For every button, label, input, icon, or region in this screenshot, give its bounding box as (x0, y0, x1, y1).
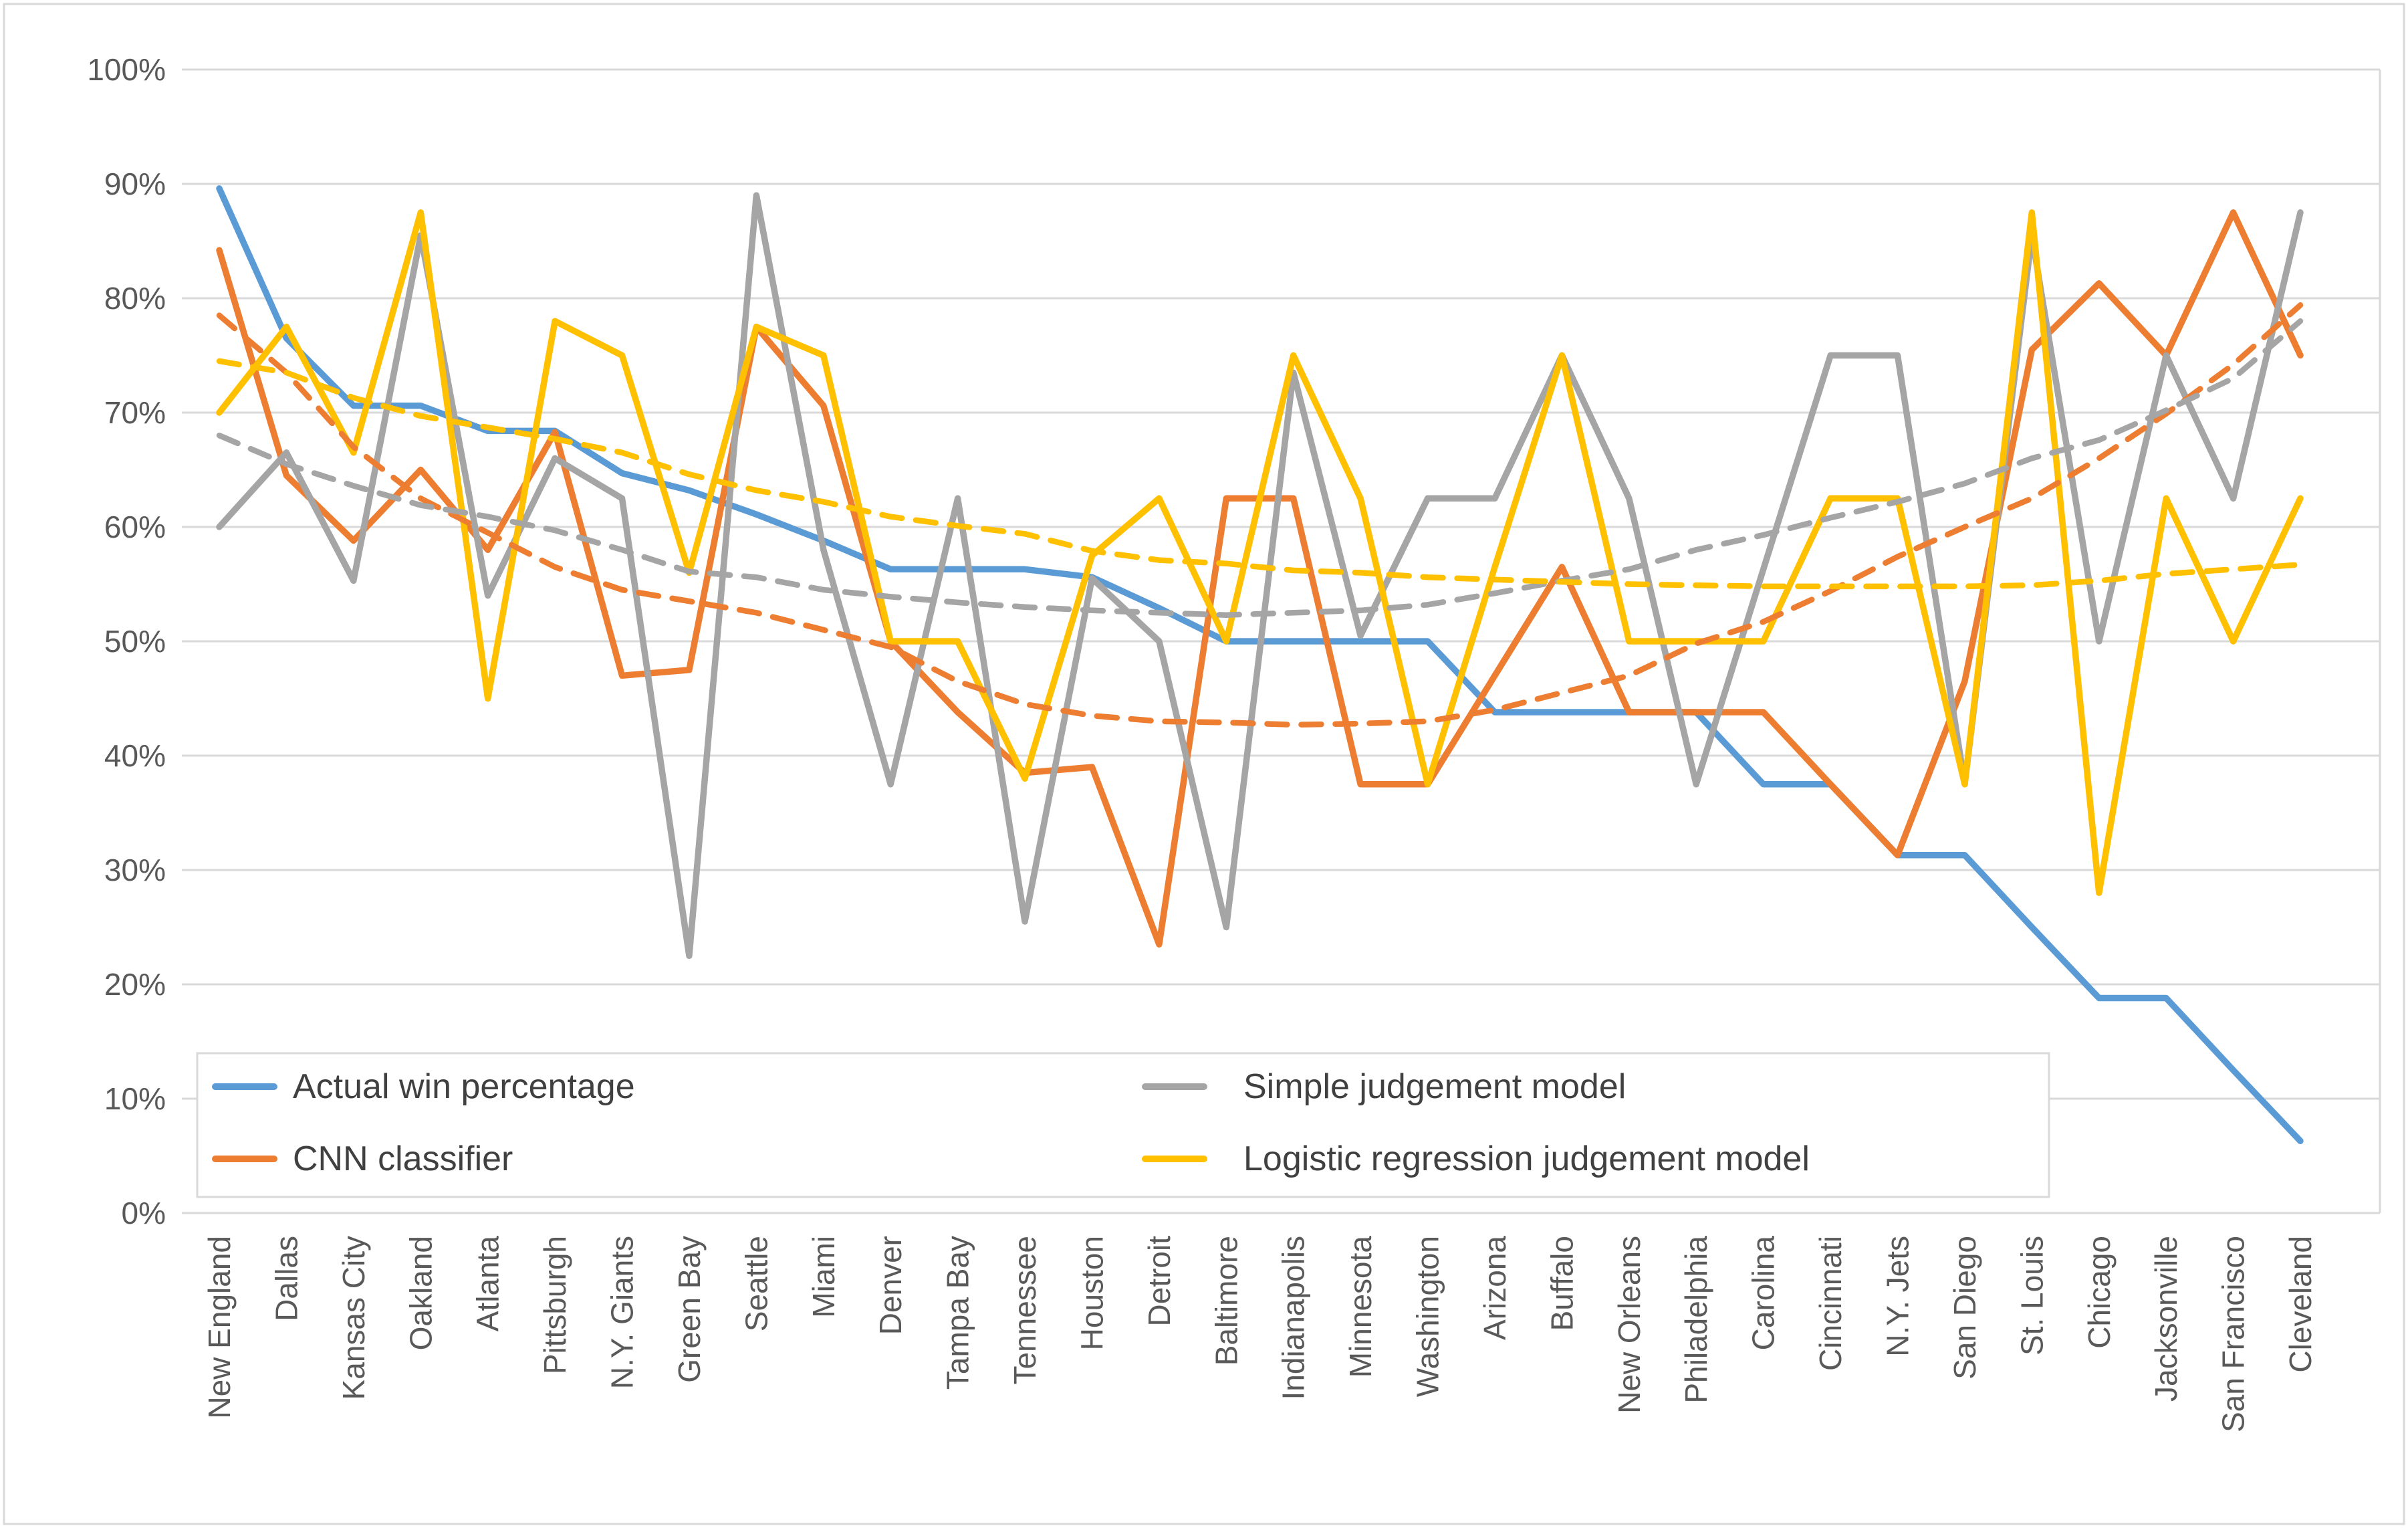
y-tick-label: 40% (104, 738, 166, 773)
x-category-label: Oakland (403, 1236, 438, 1350)
x-category-label: St. Louis (2014, 1236, 2049, 1355)
x-category-label: New Orleans (1612, 1236, 1647, 1414)
trendline-logistic-regression-judgement-model-trendline (216, 358, 2304, 590)
y-tick-label: 100% (87, 52, 166, 87)
x-category-label: Buffalo (1544, 1236, 1579, 1331)
x-category-label: Seattle (739, 1236, 773, 1331)
legend-label: Actual win percentage (293, 1067, 635, 1106)
x-category-label: Cleveland (2283, 1236, 2318, 1373)
x-category-label: Miami (806, 1236, 841, 1318)
x-category-label: San Diego (1947, 1236, 1982, 1380)
x-category-label: Baltimore (1209, 1236, 1243, 1366)
x-category-label: Tampa Bay (941, 1236, 975, 1390)
legend: Actual win percentage CNN classifier Simpl… (196, 1052, 2050, 1198)
y-tick-label: 70% (104, 395, 166, 430)
legend-label: CNN classifier (293, 1139, 513, 1178)
x-category-label: Minnesota (1343, 1236, 1378, 1378)
x-category-label: Dallas (269, 1236, 304, 1321)
y-tick-label: 60% (104, 510, 166, 544)
x-category-label: Carolina (1746, 1236, 1781, 1351)
x-category-label: San Francisco (2216, 1236, 2251, 1432)
chart-border (3, 3, 2405, 1525)
data-series (216, 185, 2304, 1145)
x-category-label: Green Bay (672, 1236, 707, 1383)
trendline-cnn-classifier-trendline (216, 302, 2304, 728)
series-logistic-regression-judgement-model (216, 209, 2304, 896)
x-category-label: New England (202, 1236, 237, 1419)
x-category-label: N.Y. Jets (1881, 1236, 1915, 1357)
series-simple-judgement-model (216, 192, 2304, 960)
x-category-label: Philadelphia (1679, 1236, 1713, 1404)
y-tick-label: 90% (104, 167, 166, 201)
x-category-label: Detroit (1142, 1236, 1177, 1327)
y-tick-label: 10% (104, 1081, 166, 1116)
x-category-label: Arizona (1477, 1236, 1512, 1340)
x-category-label: Tennessee (1007, 1236, 1042, 1385)
legend-label: Logistic regression judgement model (1243, 1139, 1810, 1178)
x-category-label: Chicago (2082, 1236, 2117, 1349)
y-tick-label: 0% (122, 1196, 166, 1230)
x-category-label: Kansas City (336, 1236, 371, 1400)
x-category-label: Denver (873, 1236, 908, 1335)
legend-box (196, 1052, 2050, 1198)
x-category-label: Houston (1074, 1236, 1109, 1350)
y-tick-label: 80% (104, 281, 166, 316)
x-category-label: Pittsburgh (537, 1236, 572, 1374)
x-axis-category-labels: New England Dallas Kansas City Oakland Atlan… (202, 1236, 2318, 1432)
trendline-simple-judgement-model-trendline (216, 318, 2304, 618)
x-category-label: Cincinnati (1813, 1236, 1848, 1371)
y-tick-label: 20% (104, 967, 166, 1002)
x-category-label: Jacksonville (2149, 1236, 2183, 1402)
x-category-label: Washington (1411, 1236, 1445, 1397)
y-axis-tick-labels: 0% 10% 20% 30% 40% 50% 60% 70% 80% 90% 100% (87, 52, 166, 1230)
y-tick-label: 50% (104, 624, 166, 659)
y-tick-label: 30% (104, 853, 166, 887)
x-category-label: Indianapolis (1276, 1236, 1311, 1400)
legend-label: Simple judgement model (1243, 1067, 1626, 1106)
x-category-label: Atlanta (471, 1236, 505, 1332)
x-category-label: N.Y. Giants (605, 1236, 640, 1389)
